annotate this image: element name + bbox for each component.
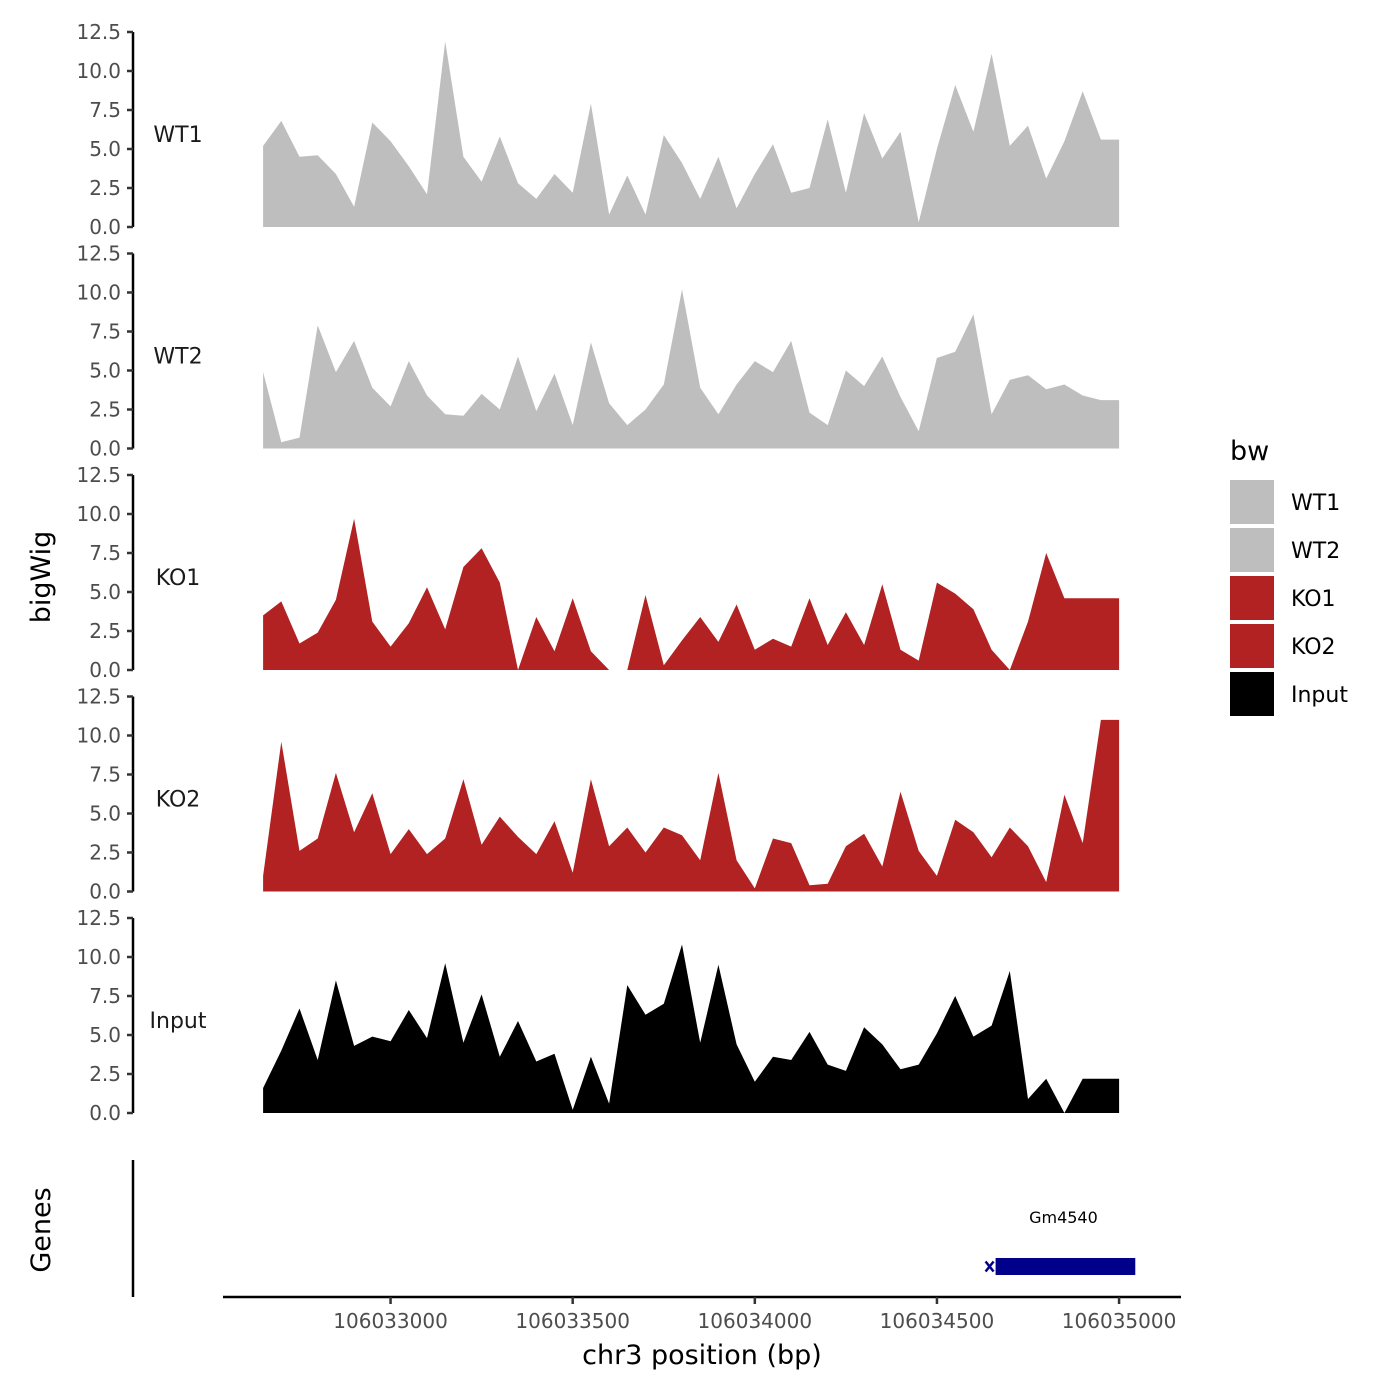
legend-item-wt1: WT1 (1230, 480, 1340, 524)
y-tick-label: 5.0 (89, 802, 121, 826)
y-tick-label: 2.5 (89, 619, 121, 643)
y-tick-label: 7.5 (89, 763, 121, 787)
y-tick-label: 5.0 (89, 137, 121, 161)
x-tick-label: 106034500 (880, 1309, 995, 1333)
y-tick-label: 7.5 (89, 541, 121, 565)
area-ko1 (263, 518, 1120, 670)
x-tick-label: 106035000 (1062, 1309, 1177, 1333)
track-label: KO1 (156, 566, 201, 591)
y-tick-label: 0.0 (89, 437, 121, 461)
track-ko2: 0.0 2.5 5.0 7.5 10.0 12.5 KO2 (76, 685, 1120, 904)
legend-swatch (1230, 576, 1274, 620)
y-tick-label: 0.0 (89, 215, 121, 239)
y-tick-label: 10.0 (76, 724, 121, 748)
area-wt1 (263, 41, 1120, 228)
y-tick-label: 12.5 (76, 242, 121, 266)
legend-swatch (1230, 672, 1274, 716)
y-tick-label: 0.0 (89, 880, 121, 904)
x-tick-label: 106033000 (333, 1309, 448, 1333)
area-ko2 (263, 719, 1120, 892)
legend-item-ko1: KO1 (1230, 576, 1336, 620)
y-tick-label: 5.0 (89, 580, 121, 604)
legend-swatch (1230, 624, 1274, 668)
y-tick-label: 2.5 (89, 1062, 121, 1086)
y-tick-label: 12.5 (76, 463, 121, 487)
y-tick-label: 12.5 (76, 906, 121, 930)
x-tick-label: 106033500 (515, 1309, 630, 1333)
gene-gm4540: Gm4540 (984, 1208, 1136, 1275)
legend: bw WT1 WT2 KO1 KO2 Input (1230, 436, 1348, 716)
gene-panel: Gm4540 (131, 1160, 1136, 1297)
y-tick-label: 10.0 (76, 59, 121, 83)
legend-item-ko2: KO2 (1230, 624, 1336, 668)
gene-body (995, 1258, 1136, 1275)
y-tick-label: 2.5 (89, 398, 121, 422)
y-tick-label: 5.0 (89, 359, 121, 383)
legend-label: WT1 (1291, 491, 1340, 516)
gene-strand-marker (984, 1260, 995, 1273)
track-input: 0.0 2.5 5.0 7.5 10.0 12.5 Input (76, 906, 1120, 1125)
track-label: WT2 (153, 345, 202, 370)
legend-label: WT2 (1291, 539, 1340, 564)
y-tick-label: 10.0 (76, 281, 121, 305)
y-tick-label: 7.5 (89, 98, 121, 122)
y-tick-label: 5.0 (89, 1023, 121, 1047)
legend-label: KO1 (1291, 587, 1336, 612)
gene-label: Gm4540 (1029, 1208, 1098, 1227)
x-axis: 106033000 106033500 106034000 106034500 1060… (223, 1295, 1181, 1333)
y-tick-label: 0.0 (89, 1101, 121, 1125)
x-tick-label: 106034000 (698, 1309, 813, 1333)
y-axis-title: bigWig (26, 531, 57, 624)
y-tick-label: 2.5 (89, 176, 121, 200)
genes-axis-title: Genes (26, 1187, 57, 1272)
track-wt2: 0.0 2.5 5.0 7.5 10.0 12.5 WT2 (76, 242, 1120, 461)
x-axis-title: chr3 position (bp) (582, 1340, 822, 1371)
y-tick-label: 7.5 (89, 984, 121, 1008)
legend-title: bw (1230, 436, 1269, 467)
y-tick-label: 2.5 (89, 841, 121, 865)
tracks-group: 0.0 2.5 5.0 7.5 10.0 12.5 WT1 0.0 2.5 5.0 7.5 10.0 1… (76, 20, 1120, 1125)
track-label: WT1 (153, 123, 202, 148)
area-wt2 (263, 289, 1120, 449)
y-tick-label: 12.5 (76, 20, 121, 44)
y-tick-label: 10.0 (76, 945, 121, 969)
track-ko1: 0.0 2.5 5.0 7.5 10.0 12.5 KO1 (76, 463, 1120, 682)
track-label: Input (150, 1009, 207, 1034)
legend-label: Input (1291, 683, 1348, 708)
y-tick-label: 12.5 (76, 685, 121, 709)
y-tick-label: 7.5 (89, 320, 121, 344)
y-tick-label: 10.0 (76, 502, 121, 526)
legend-item-wt2: WT2 (1230, 528, 1340, 572)
track-label: KO2 (156, 788, 201, 813)
legend-label: KO2 (1291, 635, 1336, 660)
track-wt1: 0.0 2.5 5.0 7.5 10.0 12.5 WT1 (76, 20, 1120, 239)
legend-swatch (1230, 480, 1274, 524)
area-input (263, 944, 1120, 1113)
legend-swatch (1230, 528, 1274, 572)
legend-item-input: Input (1230, 672, 1348, 716)
y-tick-label: 0.0 (89, 658, 121, 682)
